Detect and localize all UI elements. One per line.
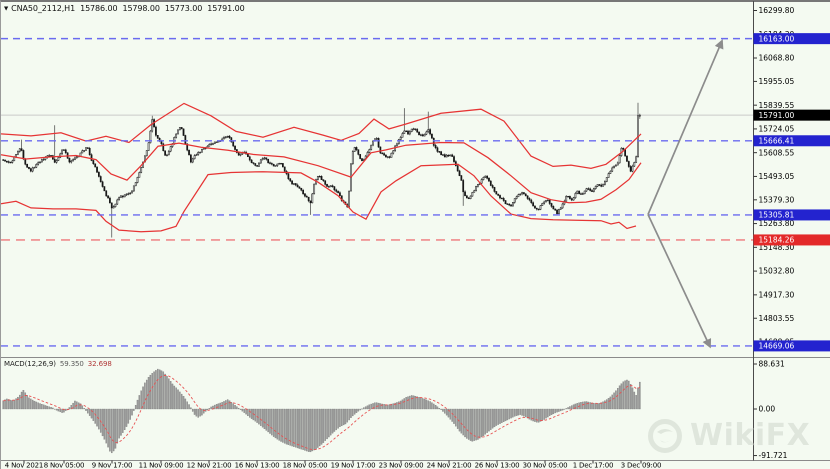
trend-arrow bbox=[647, 214, 712, 349]
time-axis: 4 Nov 2021 8 Nov 05:00 9 Nov 17:00 11 Nov 0… bbox=[5, 460, 661, 469]
panel-frame bbox=[1, 1, 830, 461]
macd-tick-label: 0.00 bbox=[759, 405, 776, 414]
ohlc-low: 15773.00 bbox=[164, 4, 203, 13]
macd-tick-label: 88.631 bbox=[759, 360, 785, 369]
collapse-indicator-icon[interactable]: ▼ bbox=[4, 6, 9, 12]
macd-axis: 88.631 0.00 -91.721 bbox=[753, 360, 788, 460]
price-tick-label: 16068.80 bbox=[759, 54, 795, 63]
time-tick-label: 8 Nov 05:00 bbox=[44, 462, 85, 469]
trend-arrow bbox=[647, 39, 724, 215]
time-tick-label: 12 Nov 21:00 bbox=[187, 462, 232, 469]
price-axis: 16299.8016184.3016068.8015955.0515839.55… bbox=[753, 6, 830, 352]
time-tick-label: 18 Nov 05:00 bbox=[283, 462, 328, 469]
price-tick-label: 15955.05 bbox=[759, 77, 795, 86]
time-tick-label: 19 Nov 17:00 bbox=[331, 462, 376, 469]
price-tick-label: 15148.30 bbox=[759, 243, 795, 252]
price-badge-label: 15666.41 bbox=[759, 137, 795, 146]
price-badge bbox=[753, 234, 830, 246]
price-badge-label: 16163.00 bbox=[759, 34, 795, 43]
price-tick-label: 14917.30 bbox=[759, 290, 795, 299]
symbol-info-bar: ▼ CNA50_2112,H1 15786.00 15798.00 15773.00 15… bbox=[4, 4, 245, 13]
macd-signal-value: 32.698 bbox=[87, 360, 112, 368]
price-tick-label: 15032.80 bbox=[759, 267, 795, 276]
price-badge-label: 15184.26 bbox=[759, 236, 795, 245]
symbol-timeframe: CNA50_2112,H1 bbox=[11, 4, 76, 13]
macd-tick-label: -91.721 bbox=[759, 451, 788, 460]
price-badge bbox=[753, 209, 830, 221]
price-tick-label: 15608.55 bbox=[759, 148, 795, 157]
price-tick-label: 14803.55 bbox=[759, 314, 795, 323]
macd-signal-line bbox=[3, 374, 641, 451]
time-tick-label: 4 Nov 2021 bbox=[5, 462, 43, 469]
ohlc-open: 15786.00 bbox=[80, 4, 118, 13]
support-resistance-lines bbox=[1, 37, 753, 347]
price-badge bbox=[753, 135, 830, 147]
bollinger-bands bbox=[1, 102, 642, 233]
price-badge bbox=[753, 340, 830, 352]
bollinger-lower bbox=[1, 163, 637, 233]
macd-name: MACD(12,26,9) bbox=[4, 360, 56, 368]
price-badge-label: 14669.06 bbox=[759, 342, 795, 351]
ohlc-high: 15798.00 bbox=[122, 4, 160, 13]
time-tick-label: 9 Nov 17:00 bbox=[92, 462, 133, 469]
price-tick-label: 15839.55 bbox=[759, 101, 795, 110]
time-tick-label: 1 Dec 17:00 bbox=[573, 462, 613, 469]
price-tick-label: 15493.05 bbox=[759, 172, 795, 181]
price-tick-label: 15263.80 bbox=[759, 219, 795, 228]
price-badge bbox=[753, 33, 830, 45]
time-tick-label: 11 Nov 09:00 bbox=[139, 462, 184, 469]
macd-main-value: 59.350 bbox=[59, 360, 84, 368]
ohlc-close: 15791.00 bbox=[207, 4, 245, 13]
price-tick-label: 16299.80 bbox=[759, 6, 795, 15]
macd-indicator-label: MACD(12,26,9) 59.350 32.698 bbox=[4, 360, 112, 368]
time-tick-label: 24 Nov 21:00 bbox=[427, 462, 472, 469]
price-badge bbox=[753, 109, 830, 121]
trend-arrows bbox=[647, 39, 724, 349]
price-tick-label: 15379.30 bbox=[759, 195, 795, 204]
macd-panel bbox=[2, 368, 641, 454]
time-tick-label: 23 Nov 09:00 bbox=[379, 462, 424, 469]
time-tick-label: 30 Nov 05:00 bbox=[523, 462, 568, 469]
bollinger-middle bbox=[1, 141, 642, 204]
candlesticks bbox=[2, 102, 641, 238]
price-tick-label: 15724.05 bbox=[759, 125, 795, 134]
price-badge-label: 15791.00 bbox=[759, 111, 795, 120]
time-tick-label: 16 Nov 13:00 bbox=[235, 462, 280, 469]
time-tick-label: 3 Dec 09:00 bbox=[621, 462, 661, 469]
time-tick-label: 26 Nov 13:00 bbox=[475, 462, 520, 469]
bollinger-upper bbox=[1, 102, 642, 170]
price-badge-label: 15305.81 bbox=[759, 211, 795, 220]
